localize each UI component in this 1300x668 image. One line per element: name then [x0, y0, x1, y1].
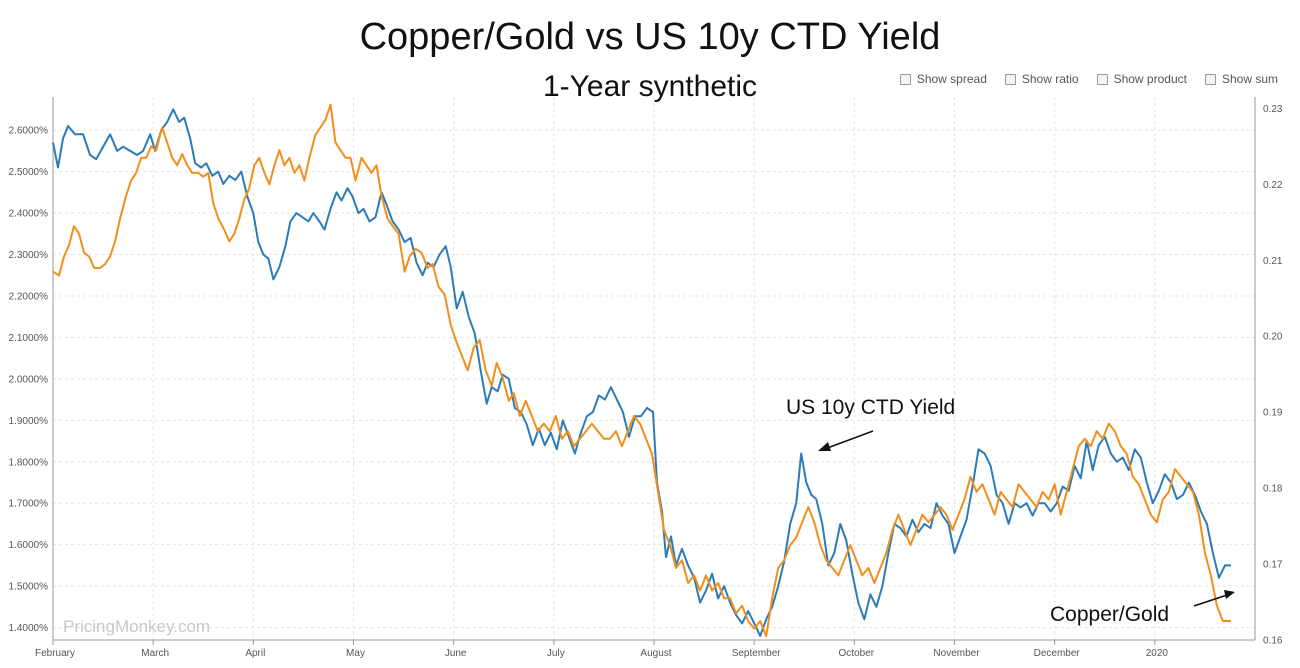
y-left-tick-label: 1.6000%: [9, 540, 49, 551]
toggle-label: Show product: [1113, 72, 1187, 86]
y-left-tick-label: 1.8000%: [9, 457, 49, 468]
series-toggle-bar: Show spread Show ratio Show product Show…: [899, 72, 1278, 86]
x-tick-label: October: [839, 648, 875, 659]
yield-annotation-arrow-icon: [818, 430, 874, 451]
y-left-tick-label: 2.6000%: [9, 126, 49, 137]
yield-annotation-label: US 10y CTD Yield: [786, 396, 955, 419]
x-tick-label: November: [933, 648, 980, 659]
y-right-tick-label: 0.20: [1263, 332, 1283, 343]
y-left-tick-label: 2.4000%: [9, 209, 49, 220]
y-left-tick-label: 2.0000%: [9, 374, 49, 385]
x-tick-label: 2020: [1146, 648, 1169, 659]
y-left-tick-label: 2.1000%: [9, 333, 49, 344]
y-right-tick-label: 0.23: [1263, 104, 1283, 115]
y-left-tick-label: 1.5000%: [9, 582, 49, 593]
x-tick-label: December: [1034, 648, 1081, 659]
y-left-tick-label: 2.3000%: [9, 250, 49, 261]
x-tick-label: September: [732, 648, 782, 659]
copper-annotation-label: Copper/Gold: [1050, 603, 1169, 626]
x-tick-label: April: [245, 648, 265, 659]
y-left-tick-label: 2.5000%: [9, 167, 49, 178]
x-tick-label: May: [346, 648, 365, 659]
show-ratio-toggle[interactable]: Show ratio: [1004, 72, 1079, 86]
checkbox-icon[interactable]: [1004, 73, 1016, 85]
y-right-tick-label: 0.21: [1263, 256, 1283, 267]
x-tick-label: June: [445, 648, 467, 659]
y-right-tick-label: 0.16: [1263, 636, 1283, 647]
y-left-tick-label: 1.7000%: [9, 499, 49, 510]
y-right-tick-label: 0.19: [1263, 408, 1283, 419]
chart-title: Copper/Gold vs US 10y CTD Yield: [359, 16, 941, 58]
show-spread-toggle[interactable]: Show spread: [899, 72, 987, 86]
toggle-label: Show ratio: [1021, 72, 1079, 86]
x-tick-label: July: [547, 648, 565, 659]
show-product-toggle[interactable]: Show product: [1096, 72, 1187, 86]
toggle-label: Show sum: [1221, 72, 1278, 86]
y-left-tick-label: 2.2000%: [9, 291, 49, 302]
checkbox-icon[interactable]: [1204, 73, 1216, 85]
axes: 1.4000% 1.5000% 1.6000% 1.7000% 1.8000% 1.900…: [9, 97, 1283, 659]
checkbox-icon[interactable]: [1096, 73, 1108, 85]
y-right-tick-label: 0.18: [1263, 484, 1283, 495]
watermark: PricingMonkey.com: [63, 617, 210, 636]
x-tick-label: August: [640, 648, 671, 659]
y-right-tick-label: 0.17: [1263, 560, 1283, 571]
y-right-tick-label: 0.22: [1263, 180, 1283, 191]
show-sum-toggle[interactable]: Show sum: [1204, 72, 1278, 86]
us-10y-yield-series-line: [52, 108, 1231, 637]
chart-subtitle: 1-Year synthetic: [542, 70, 757, 103]
series-lines: [52, 103, 1231, 638]
annotations: US 10y CTD Yield Copper/Gold: [786, 396, 1235, 626]
x-tick-label: March: [141, 648, 169, 659]
x-tick-label: February: [35, 648, 75, 659]
toggle-label: Show spread: [916, 72, 987, 86]
copper-gold-series-line: [52, 103, 1231, 638]
checkbox-icon[interactable]: [899, 73, 911, 85]
y-left-tick-label: 1.9000%: [9, 416, 49, 427]
y-left-tick-label: 1.4000%: [9, 623, 49, 634]
copper-annotation-arrow-icon: [1193, 590, 1235, 607]
